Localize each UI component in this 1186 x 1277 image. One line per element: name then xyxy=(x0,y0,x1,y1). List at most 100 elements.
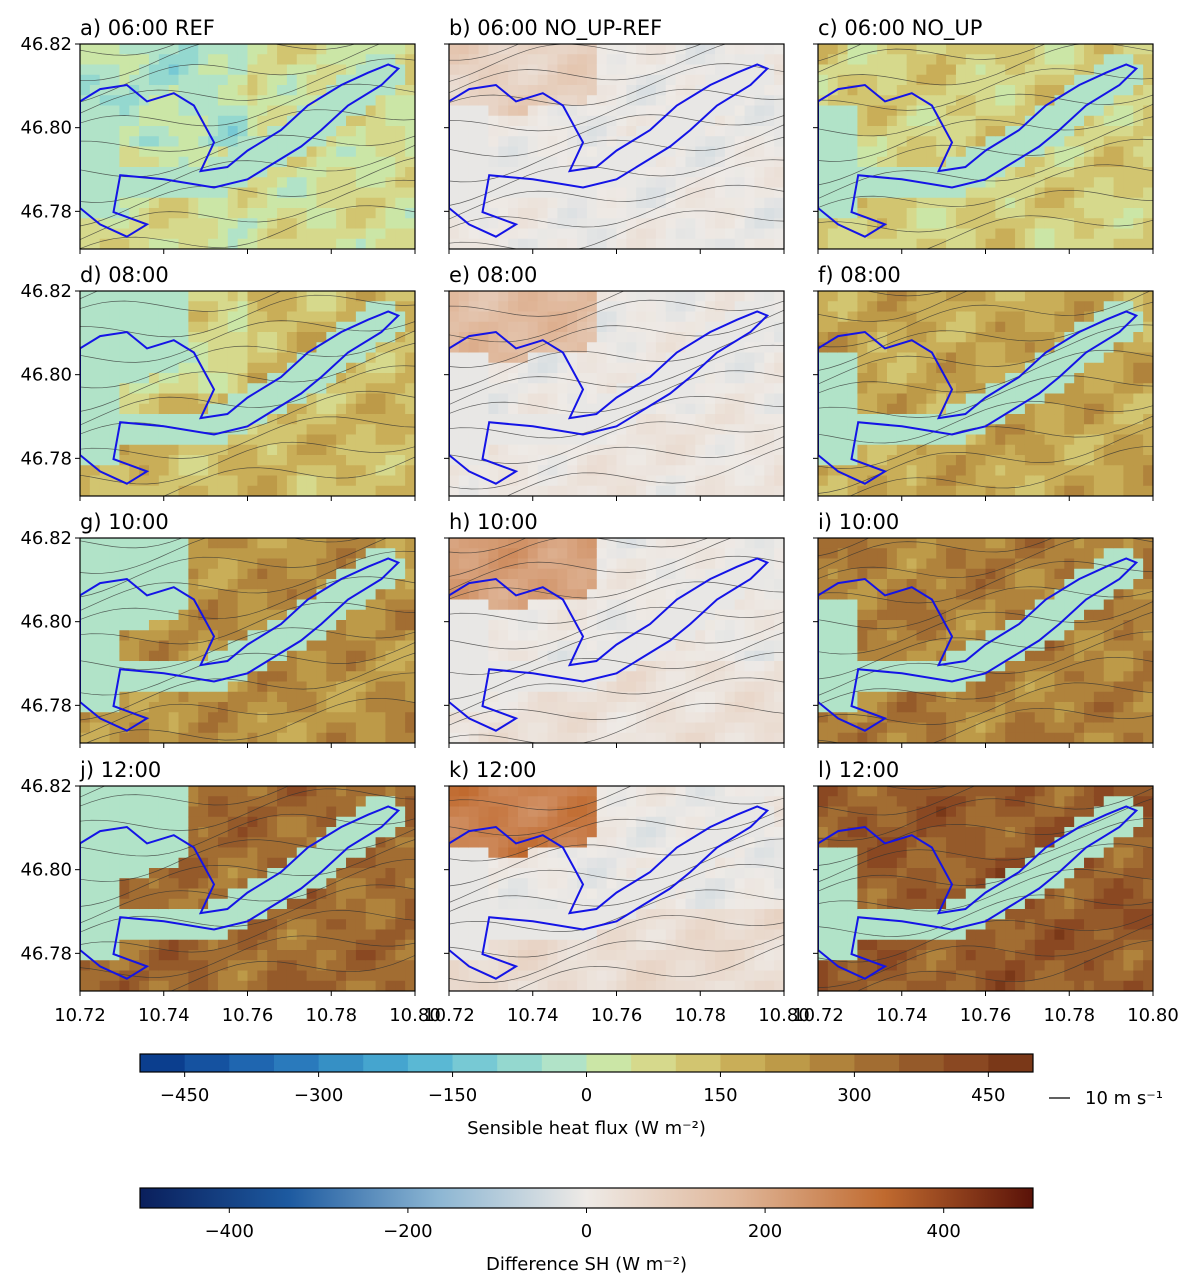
field-cell xyxy=(119,589,129,600)
field-cell xyxy=(248,342,258,353)
field-cell xyxy=(1114,218,1124,229)
field-cell xyxy=(129,353,139,364)
field-cell xyxy=(1054,445,1064,456)
field-cell xyxy=(100,620,110,631)
field-cell xyxy=(395,167,405,178)
field-cell xyxy=(346,239,356,250)
field-cell xyxy=(169,198,179,209)
field-cell xyxy=(867,44,877,55)
field-cell xyxy=(356,610,366,621)
field-cell xyxy=(469,229,479,240)
field-cell xyxy=(376,75,386,86)
field-cell xyxy=(287,548,297,559)
field-cell xyxy=(179,363,189,374)
field-cell xyxy=(297,126,307,137)
field-cell xyxy=(405,424,415,435)
field-cell xyxy=(567,54,577,65)
field-cell xyxy=(277,167,287,178)
field-cell xyxy=(1064,301,1074,312)
field-cell xyxy=(867,383,877,394)
field-cell xyxy=(277,548,287,559)
field-cell xyxy=(179,291,189,302)
field-cell xyxy=(100,486,110,497)
field-cell xyxy=(848,136,858,147)
field-cell xyxy=(257,312,267,323)
field-cell xyxy=(838,312,848,323)
field-cell xyxy=(887,373,897,384)
field-cell xyxy=(818,476,828,487)
field-cell xyxy=(917,373,927,384)
field-cell xyxy=(1084,54,1094,65)
field-cell xyxy=(607,414,617,425)
field-cell xyxy=(366,486,376,497)
field-cell xyxy=(557,229,567,240)
field-cell xyxy=(356,723,366,734)
field-cell xyxy=(100,126,110,137)
field-cell xyxy=(188,65,198,76)
field-cell xyxy=(257,353,267,364)
field-cell xyxy=(277,630,287,641)
field-cell xyxy=(936,301,946,312)
field-cell xyxy=(307,702,317,713)
field-cell xyxy=(188,610,198,621)
field-cell xyxy=(366,126,376,137)
field-cell xyxy=(725,383,735,394)
field-cell xyxy=(1035,44,1045,55)
field-cell xyxy=(449,682,459,693)
field-cell xyxy=(228,733,238,744)
field-cell xyxy=(376,455,386,466)
field-cell xyxy=(395,671,405,682)
field-cell xyxy=(828,373,838,384)
field-cell xyxy=(636,147,646,158)
field-cell xyxy=(385,177,395,188)
field-cell xyxy=(218,383,228,394)
field-cell xyxy=(257,692,267,703)
field-cell xyxy=(1064,177,1074,188)
y-tick-label: 46.78 xyxy=(20,201,72,222)
field-cell xyxy=(917,322,927,333)
field-cell xyxy=(676,322,686,333)
field-cell xyxy=(676,106,686,117)
field-cell xyxy=(297,723,307,734)
field-cell xyxy=(818,85,828,96)
field-cell xyxy=(695,106,705,117)
field-cell xyxy=(745,486,755,497)
field-cell xyxy=(976,239,986,250)
panel-title: f) 08:00 xyxy=(818,263,901,287)
field-cell xyxy=(887,75,897,86)
field-cell xyxy=(735,486,745,497)
field-cell xyxy=(567,476,577,487)
field-cell xyxy=(1094,353,1104,364)
field-cell xyxy=(307,424,317,435)
field-cell xyxy=(119,218,129,229)
field-cell xyxy=(267,239,277,250)
field-cell xyxy=(907,394,917,405)
field-cell xyxy=(267,559,277,570)
field-cell xyxy=(129,559,139,570)
field-cell xyxy=(179,301,189,312)
field-cell xyxy=(926,157,936,168)
field-cell xyxy=(867,322,877,333)
field-cell xyxy=(139,239,149,250)
field-cell xyxy=(538,363,548,374)
field-cell xyxy=(587,363,597,374)
field-cell xyxy=(695,312,705,323)
field-cell xyxy=(198,486,208,497)
field-cell xyxy=(636,342,646,353)
field-cell xyxy=(735,435,745,446)
field-cell xyxy=(100,682,110,693)
field-cell xyxy=(228,383,238,394)
field-cell xyxy=(548,373,558,384)
field-cell xyxy=(518,332,528,343)
field-cell xyxy=(479,157,489,168)
field-cell xyxy=(277,486,287,497)
field-cell xyxy=(828,353,838,364)
field-cell xyxy=(405,126,415,137)
field-cell xyxy=(149,548,159,559)
field-cell xyxy=(1104,404,1114,415)
field-cell xyxy=(828,414,838,425)
field-cell xyxy=(656,85,666,96)
field-cell xyxy=(838,322,848,333)
field-cell xyxy=(188,733,198,744)
field-cell xyxy=(538,136,548,147)
